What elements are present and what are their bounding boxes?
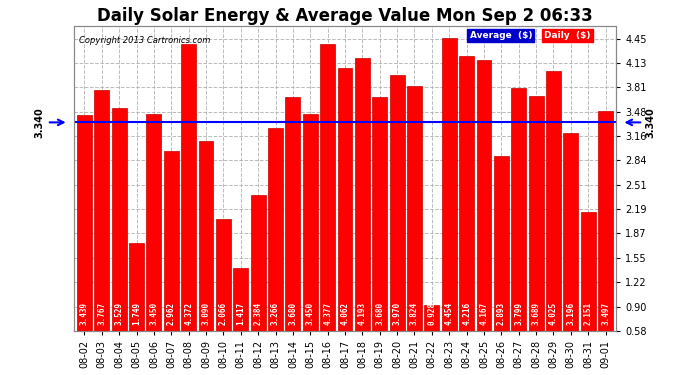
Text: 3.497: 3.497 bbox=[601, 302, 610, 325]
Bar bbox=[373, 97, 387, 375]
Bar bbox=[164, 151, 179, 375]
Bar bbox=[250, 195, 266, 375]
Text: 3.090: 3.090 bbox=[201, 302, 210, 325]
Bar bbox=[95, 90, 109, 375]
Text: 3.450: 3.450 bbox=[306, 302, 315, 325]
Bar bbox=[233, 268, 248, 375]
Text: 2.384: 2.384 bbox=[254, 302, 263, 325]
Bar bbox=[546, 70, 561, 375]
Text: 4.216: 4.216 bbox=[462, 302, 471, 325]
Bar bbox=[529, 96, 544, 375]
Text: 2.066: 2.066 bbox=[219, 302, 228, 325]
Bar bbox=[511, 88, 526, 375]
Bar bbox=[112, 108, 126, 375]
Text: 3.767: 3.767 bbox=[97, 302, 106, 325]
Text: 3.529: 3.529 bbox=[115, 302, 124, 325]
Bar bbox=[564, 133, 578, 375]
Bar bbox=[146, 114, 161, 375]
Bar bbox=[337, 68, 353, 375]
Text: 3.680: 3.680 bbox=[288, 302, 297, 325]
Bar bbox=[581, 212, 595, 375]
Text: 4.454: 4.454 bbox=[445, 302, 454, 325]
Text: 4.372: 4.372 bbox=[184, 302, 193, 325]
Bar bbox=[199, 141, 213, 375]
Bar bbox=[477, 60, 491, 375]
Text: 3.799: 3.799 bbox=[514, 302, 523, 325]
Title: Daily Solar Energy & Average Value Mon Sep 2 06:33: Daily Solar Energy & Average Value Mon S… bbox=[97, 7, 593, 25]
Text: 3.266: 3.266 bbox=[271, 302, 280, 325]
Text: 4.377: 4.377 bbox=[323, 302, 332, 325]
Bar bbox=[494, 156, 509, 375]
Text: 1.417: 1.417 bbox=[236, 302, 245, 325]
Text: 3.824: 3.824 bbox=[410, 302, 419, 325]
Bar bbox=[355, 58, 370, 375]
Text: 2.893: 2.893 bbox=[497, 302, 506, 325]
Text: 3.970: 3.970 bbox=[393, 302, 402, 325]
Text: 4.167: 4.167 bbox=[480, 302, 489, 325]
Text: Copyright 2013 Cartronics.com: Copyright 2013 Cartronics.com bbox=[79, 36, 210, 45]
Text: 2.962: 2.962 bbox=[167, 302, 176, 325]
Text: 3.340: 3.340 bbox=[34, 107, 44, 138]
Text: 1.749: 1.749 bbox=[132, 302, 141, 325]
Text: Average  ($): Average ($) bbox=[470, 31, 532, 40]
Text: Daily  ($): Daily ($) bbox=[544, 31, 591, 40]
Text: 4.025: 4.025 bbox=[549, 302, 558, 325]
Bar bbox=[303, 114, 317, 375]
Bar bbox=[460, 56, 474, 375]
Bar bbox=[216, 219, 230, 375]
Text: 3.689: 3.689 bbox=[531, 302, 541, 325]
Text: 3.450: 3.450 bbox=[149, 302, 159, 325]
Text: 3.196: 3.196 bbox=[566, 302, 575, 325]
Text: 3.340: 3.340 bbox=[646, 107, 656, 138]
Bar bbox=[598, 111, 613, 375]
Text: 2.151: 2.151 bbox=[584, 302, 593, 325]
Bar bbox=[129, 243, 144, 375]
Bar bbox=[407, 86, 422, 375]
Bar bbox=[181, 45, 196, 375]
Bar bbox=[424, 304, 440, 375]
Text: 3.439: 3.439 bbox=[80, 302, 89, 325]
Bar bbox=[442, 38, 457, 375]
Text: 0.928: 0.928 bbox=[427, 302, 436, 325]
Text: 4.193: 4.193 bbox=[358, 302, 367, 325]
Bar bbox=[390, 75, 404, 375]
Bar bbox=[268, 128, 283, 375]
Bar bbox=[77, 115, 92, 375]
Bar bbox=[286, 97, 300, 375]
Text: 3.680: 3.680 bbox=[375, 302, 384, 325]
Bar bbox=[320, 44, 335, 375]
Text: 4.062: 4.062 bbox=[340, 302, 350, 325]
